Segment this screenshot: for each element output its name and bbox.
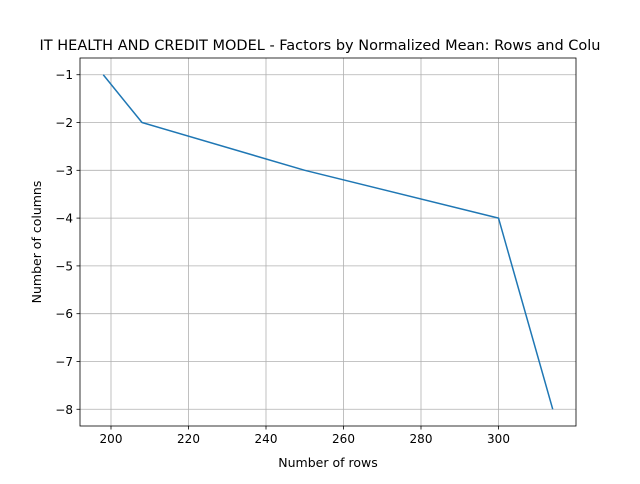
x-tick-label: 280 <box>410 432 433 446</box>
x-tick-label: 300 <box>487 432 510 446</box>
y-tick-label: −7 <box>55 355 73 369</box>
y-axis-label: Number of columns <box>29 181 44 304</box>
y-tick-label: −8 <box>55 403 73 417</box>
y-tick-label: −1 <box>55 68 73 82</box>
x-axis-label: Number of rows <box>278 455 377 470</box>
chart-title: IT HEALTH AND CREDIT MODEL - Factors by … <box>40 38 601 54</box>
x-tick-label: 220 <box>177 432 200 446</box>
x-tick-label: 260 <box>332 432 355 446</box>
x-tick-label: 200 <box>100 432 123 446</box>
y-tick-label: −2 <box>55 116 73 130</box>
y-tick-label: −3 <box>55 164 73 178</box>
x-tick-label: 240 <box>255 432 278 446</box>
y-tick-label: −5 <box>55 259 73 273</box>
y-tick-label: −4 <box>55 212 73 226</box>
y-tick-label: −6 <box>55 307 73 321</box>
